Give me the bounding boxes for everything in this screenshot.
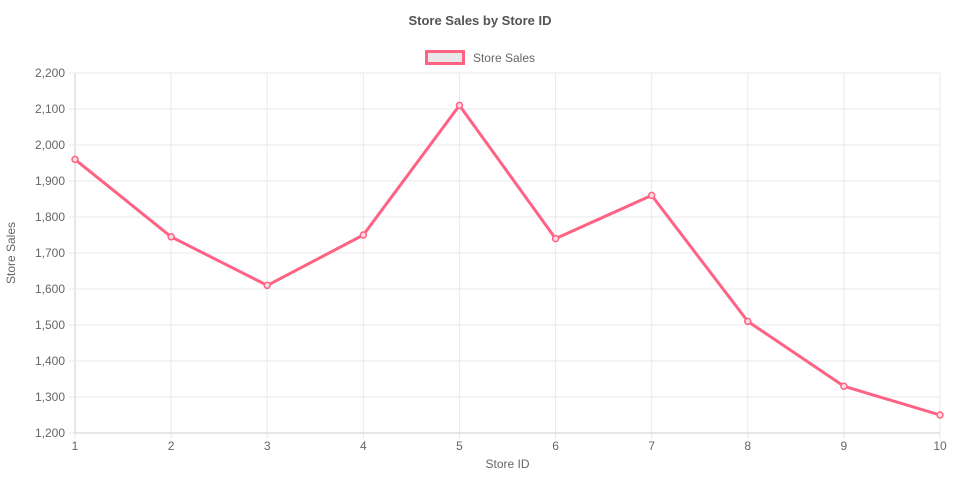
series-line: [73, 103, 942, 417]
y-tick-label: 1,500: [35, 318, 65, 332]
data-point[interactable]: [455, 101, 464, 110]
y-tick-label: 2,100: [35, 102, 65, 116]
legend-label: Store Sales: [472, 50, 536, 65]
x-tick-label: 9: [841, 439, 848, 453]
x-tick-label: 2: [168, 439, 175, 453]
y-axis-title: Store Sales: [4, 222, 18, 284]
y-tick-label: 1,300: [35, 390, 65, 404]
data-point[interactable]: [936, 411, 944, 419]
x-tick-label: 6: [552, 439, 559, 453]
data-point[interactable]: [647, 191, 656, 200]
x-tick-label: 4: [360, 439, 367, 453]
x-tick-label: 7: [648, 439, 655, 453]
legend-swatch: [424, 50, 465, 65]
data-point[interactable]: [840, 382, 848, 390]
data-point[interactable]: [263, 281, 271, 290]
y-tick-label: 1,700: [35, 246, 65, 260]
data-point[interactable]: [167, 233, 175, 241]
y-tick-label: 1,200: [35, 426, 65, 440]
y-tick-label: 1,600: [35, 282, 65, 296]
y-tick-label: 1,800: [35, 210, 65, 224]
x-tick-label: 10: [933, 439, 947, 453]
data-point[interactable]: [744, 317, 752, 326]
data-point[interactable]: [359, 231, 368, 239]
y-tick-label: 2,000: [35, 138, 65, 152]
x-axis-title: Store ID: [485, 457, 529, 471]
x-tick-label: 3: [264, 439, 271, 453]
chart-title: Store Sales by Store ID: [408, 13, 552, 28]
x-tick-label: 5: [456, 439, 463, 453]
x-tick-label: 1: [72, 439, 79, 453]
y-tick-label: 1,900: [35, 174, 65, 188]
data-point[interactable]: [551, 234, 560, 243]
y-tick-label: 1,400: [35, 354, 65, 368]
y-tick-label: 2,200: [35, 66, 65, 80]
legend-item[interactable]: Store Sales: [0, 50, 960, 65]
x-tick-label: 8: [744, 439, 751, 453]
data-point[interactable]: [71, 155, 79, 164]
